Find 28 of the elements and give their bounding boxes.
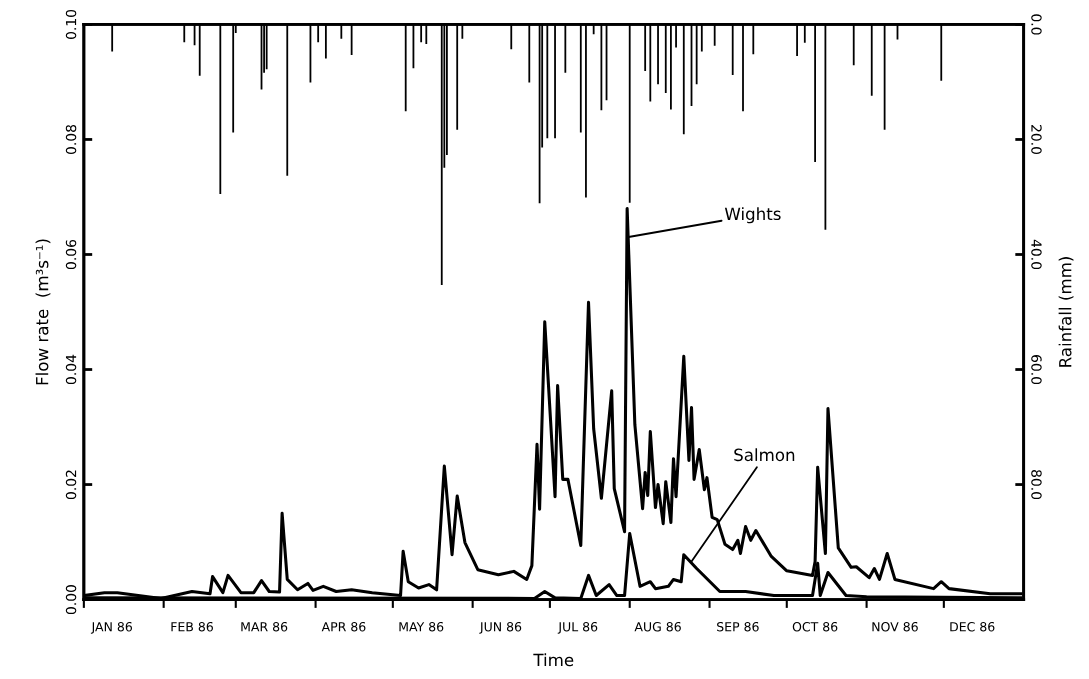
x-tick-label: OCT 86 [792, 622, 838, 632]
x-tick-label: SEP 86 [717, 622, 759, 632]
y2-tick-label: 80.0 [1031, 470, 1042, 500]
x-tick-label: AUG 86 [634, 622, 681, 632]
x-tick-label: JUL 86 [557, 622, 598, 634]
x-tick-label: JUN 86 [479, 622, 522, 634]
y-tick-label: 0.02 [65, 470, 77, 500]
annotation: Wights [724, 207, 781, 224]
y2-tick-label: 60.0 [1031, 355, 1042, 385]
y-tick-label: 0.00 [65, 585, 77, 615]
x-tick-label: JAN 86 [90, 622, 133, 634]
x-tick-label: DEC 86 [950, 622, 995, 632]
y-tick-label: 0.08 [65, 124, 77, 155]
x-tick-label: NOV 86 [872, 622, 918, 632]
y-tick-label: 0.10 [65, 9, 77, 39]
x-axis-title: Time [533, 653, 574, 667]
y-tick-label: 0.04 [65, 354, 77, 385]
x-tick-label: FEB 86 [171, 622, 213, 632]
x-tick-label: APR 86 [321, 622, 366, 632]
y2-tick-label: 0.0 [1031, 14, 1042, 35]
y2-tick-label: 40.0 [1031, 239, 1042, 270]
x-tick-label: MAY 86 [399, 622, 444, 632]
y-tick-label: 0.06 [65, 239, 77, 270]
y2-axis-title: Rainfall (mm) [1058, 257, 1074, 367]
y-axis-title: Flow rate (m³s⁻¹) [35, 239, 51, 385]
x-tick-label: MAR 86 [241, 622, 288, 632]
annotation: Salmon [734, 448, 795, 462]
y2-tick-label: 20.0 [1031, 125, 1042, 155]
